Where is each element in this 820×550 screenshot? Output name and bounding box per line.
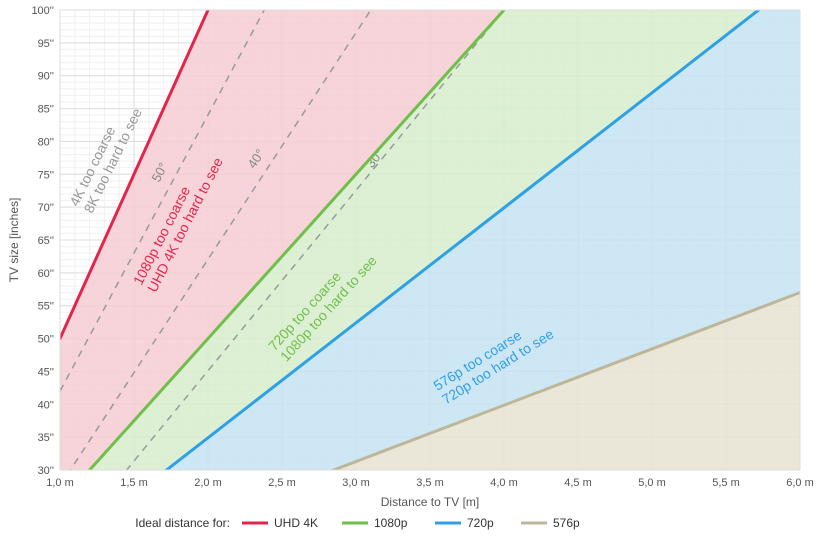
- x-axis-label: Distance to TV [m]: [381, 495, 479, 509]
- y-tick-label: 95'': [38, 38, 54, 50]
- tv-distance-chart: 50°40°30°4K too coarse8K too hard to see…: [0, 0, 820, 550]
- y-axis-label: TV size [inches]: [7, 198, 21, 283]
- x-tick-label: 3,5 m: [416, 477, 444, 489]
- legend-label-uhd4k: UHD 4K: [274, 516, 318, 530]
- x-tick-label: 1,5 m: [120, 477, 148, 489]
- legend-label-p576: 576p: [553, 516, 580, 530]
- y-tick-label: 75'': [38, 169, 54, 181]
- x-tick-label: 3,0 m: [342, 477, 370, 489]
- y-tick-label: 60'': [38, 268, 54, 280]
- y-tick-label: 30'': [38, 465, 54, 477]
- x-tick-label: 5,5 m: [712, 477, 740, 489]
- x-tick-label: 4,5 m: [564, 477, 592, 489]
- y-tick-label: 35'': [38, 432, 54, 444]
- y-tick-label: 45'': [38, 366, 54, 378]
- y-tick-label: 65'': [38, 235, 54, 247]
- y-tick-label: 40'': [38, 399, 54, 411]
- legend-label-p1080: 1080p: [374, 516, 408, 530]
- y-tick-label: 80'': [38, 136, 54, 148]
- x-tick-label: 6,0 m: [786, 477, 814, 489]
- x-tick-label: 2,0 m: [194, 477, 222, 489]
- y-tick-label: 90'': [38, 71, 54, 83]
- y-tick-label: 50'': [38, 334, 54, 346]
- x-tick-label: 1,0 m: [46, 477, 74, 489]
- y-tick-label: 85'': [38, 104, 54, 116]
- x-tick-label: 4,0 m: [490, 477, 518, 489]
- y-tick-label: 55'': [38, 301, 54, 313]
- legend-label-p720: 720p: [467, 516, 494, 530]
- x-tick-label: 5,0 m: [638, 477, 666, 489]
- y-tick-label: 70'': [38, 202, 54, 214]
- legend-title: Ideal distance for:: [135, 516, 230, 530]
- y-tick-label: 100'': [31, 5, 54, 17]
- x-tick-label: 2,5 m: [268, 477, 296, 489]
